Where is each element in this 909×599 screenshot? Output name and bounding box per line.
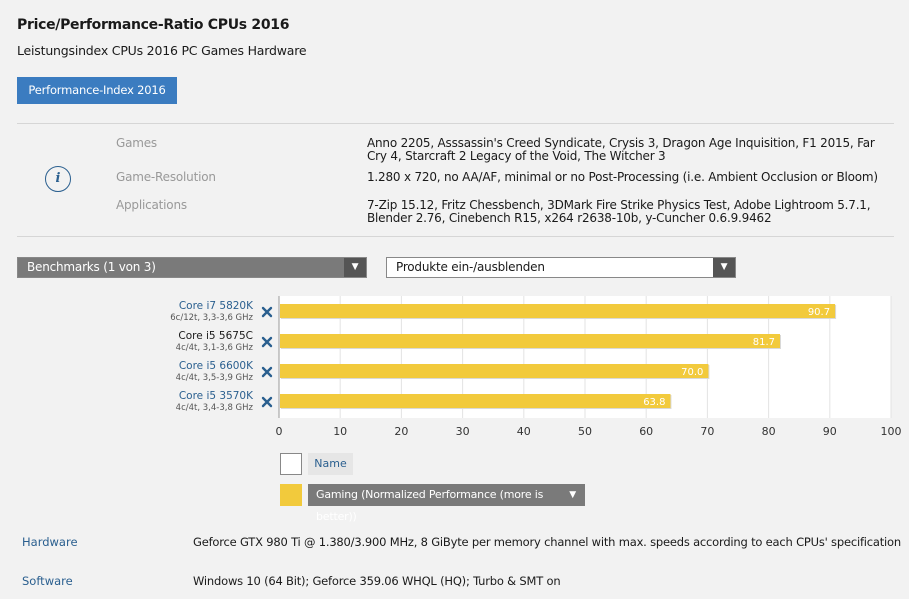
- info-icon: i: [45, 166, 71, 192]
- legend-name-label[interactable]: Name: [308, 453, 353, 475]
- game-resolution-value: 1.280 x 720, no AA/AF, minimal or no Pos…: [367, 170, 878, 184]
- legend-gaming-label: Gaming (Normalized Performance (more is …: [316, 488, 544, 523]
- category-label[interactable]: Core i5 6600K: [179, 360, 254, 372]
- divider: [17, 123, 894, 124]
- performance-index-button[interactable]: Performance-Index 2016: [17, 77, 177, 104]
- x-tick-label: 0: [276, 425, 283, 438]
- bar-value-label: 81.7: [753, 337, 775, 348]
- x-tick-label: 60: [639, 425, 653, 438]
- category-label[interactable]: Core i7 5820K: [179, 300, 254, 312]
- page-subtitle: Leistungsindex CPUs 2016 PC Games Hardwa…: [17, 43, 307, 58]
- products-select-label: Produkte ein-/ausblenden: [396, 260, 545, 274]
- bar-value-label: 70.0: [681, 367, 703, 378]
- applications-value: 7-Zip 15.12, Fritz Chessbench, 3DMark Fi…: [367, 198, 871, 225]
- bar-value-label: 63.8: [643, 397, 665, 408]
- bar: [280, 334, 781, 348]
- game-resolution-label: Game-Resolution: [116, 170, 216, 184]
- chevron-down-icon: ▼: [713, 258, 735, 277]
- applications-label: Applications: [116, 198, 187, 212]
- legend-gaming-swatch[interactable]: [280, 484, 302, 506]
- category-sublabel: 6c/12t, 3,3-3,6 GHz: [170, 313, 253, 323]
- x-tick-label: 80: [762, 425, 776, 438]
- games-label: Games: [116, 136, 157, 150]
- benchmarks-select[interactable]: Benchmarks (1 von 3) ▼: [17, 257, 367, 278]
- page-title: Price/Performance-Ratio CPUs 2016: [17, 17, 290, 33]
- x-tick-label: 50: [578, 425, 592, 438]
- legend-name-toggle[interactable]: [280, 453, 302, 475]
- chevron-down-icon: ▼: [344, 258, 366, 277]
- x-tick-label: 100: [881, 425, 902, 438]
- close-icon[interactable]: [261, 396, 273, 408]
- x-tick-label: 90: [823, 425, 837, 438]
- x-tick-label: 20: [394, 425, 408, 438]
- close-icon[interactable]: [261, 306, 273, 318]
- bar: [280, 304, 836, 318]
- x-tick-label: 30: [456, 425, 470, 438]
- bar: [280, 394, 671, 408]
- category-sublabel: 4c/4t, 3,4-3,8 GHz: [176, 403, 254, 413]
- bar: [280, 364, 709, 378]
- games-value: Anno 2205, Asssassin's Creed Syndicate, …: [367, 136, 875, 163]
- x-tick-label: 40: [517, 425, 531, 438]
- x-tick-label: 10: [333, 425, 347, 438]
- legend-gaming-select[interactable]: Gaming (Normalized Performance (more is …: [308, 484, 585, 523]
- category-sublabel: 4c/4t, 3,5-3,9 GHz: [176, 373, 254, 383]
- category-label[interactable]: Core i5 3570K: [179, 390, 254, 402]
- software-value: Windows 10 (64 Bit); Geforce 359.06 WHQL…: [193, 574, 561, 588]
- hardware-link[interactable]: Hardware: [22, 535, 78, 549]
- bar-value-label: 90.7: [808, 307, 830, 318]
- category-sublabel: 4c/4t, 3,1-3,6 GHz: [176, 343, 254, 353]
- hardware-value: Geforce GTX 980 Ti @ 1.380/3.900 MHz, 8 …: [193, 535, 901, 549]
- products-select[interactable]: Produkte ein-/ausblenden ▼: [386, 257, 736, 278]
- benchmarks-select-label: Benchmarks (1 von 3): [27, 260, 156, 274]
- close-icon[interactable]: [261, 366, 273, 378]
- software-link[interactable]: Software: [22, 574, 73, 588]
- chevron-down-icon: ▼: [569, 490, 576, 500]
- x-tick-label: 70: [700, 425, 714, 438]
- category-label: Core i5 5675C: [178, 330, 253, 342]
- divider: [17, 236, 894, 237]
- close-icon[interactable]: [261, 336, 273, 348]
